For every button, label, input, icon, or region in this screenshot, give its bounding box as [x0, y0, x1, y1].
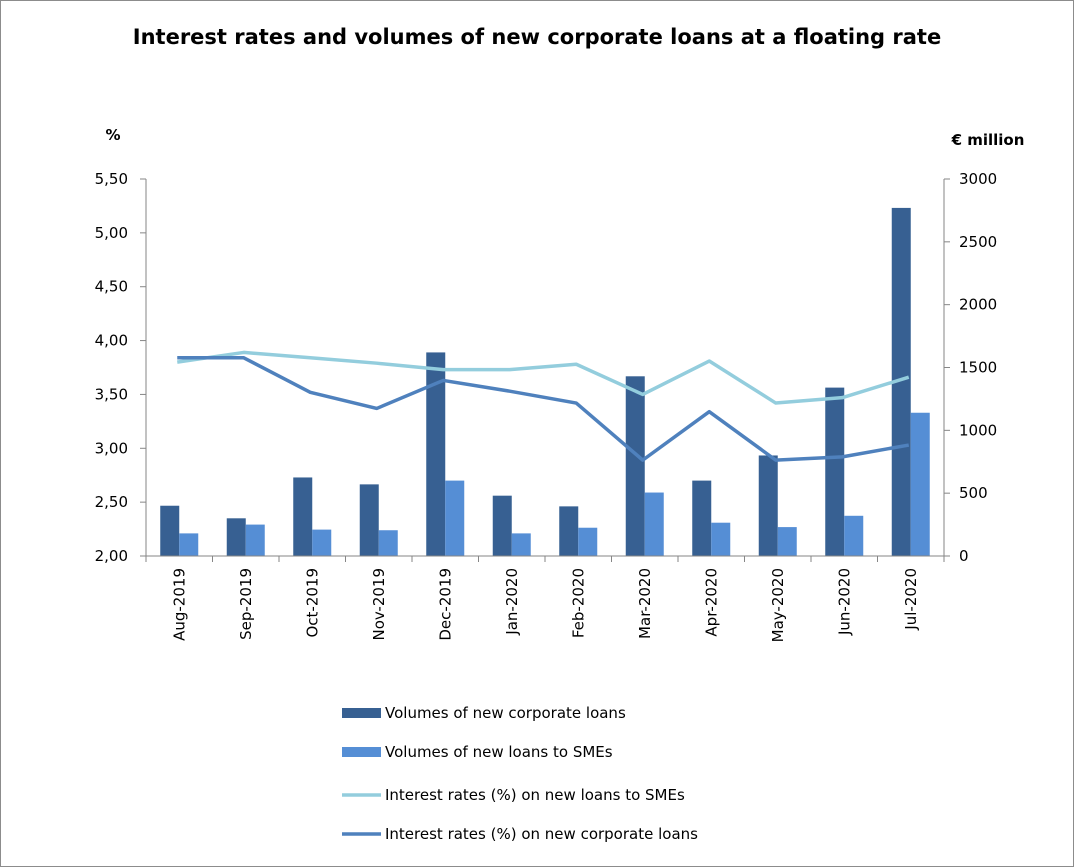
bar-corporate-loans [160, 505, 180, 556]
chart-title: Interest rates and volumes of new corpor… [133, 25, 941, 49]
legend-label: Interest rates (%) on new corporate loan… [385, 825, 698, 843]
bar-corporate-loans [492, 495, 512, 556]
right-axis-tick-label: 1000 [959, 421, 997, 439]
bar-sme-loans [777, 527, 797, 556]
left-axis-tick-label: 2,00 [95, 547, 128, 565]
x-axis-tick-label: Jul-2020 [902, 568, 920, 631]
x-axis-tick-label: Mar-2020 [636, 568, 654, 639]
x-axis-tick-label: Jun-2020 [835, 568, 853, 636]
bar-sme-loans [844, 515, 864, 556]
bar-corporate-loans [293, 477, 313, 556]
x-axis-tick-label: Aug-2019 [170, 568, 188, 641]
x-axis-tick-label: Sep-2019 [237, 568, 255, 640]
x-axis-tick-labels: Aug-2019 Sep-2019 Oct-2019 Nov-2019 Dec-2019… [170, 568, 920, 642]
left-axis-tick-label: 5,50 [95, 170, 128, 188]
bar-corporate-loans [625, 376, 645, 556]
bar-sme-loans [578, 527, 598, 556]
legend-label: Volumes of new loans to SMEs [385, 743, 613, 761]
bar-corporate-loans [426, 352, 446, 556]
legend-swatch-bar [342, 708, 381, 718]
bar-corporate-loans [891, 207, 911, 557]
lines-group [176, 350, 910, 462]
right-axis-tick-label: 1500 [959, 359, 997, 377]
left-axis-unit: % [105, 126, 120, 144]
bar-corporate-loans [692, 480, 712, 556]
bar-corporate-loans [559, 506, 579, 556]
line-sme-rates [176, 350, 910, 405]
legend-label: Volumes of new corporate loans [385, 704, 626, 722]
legend-label: Interest rates (%) on new loans to SMEs [385, 786, 685, 804]
line-corporate-rates [177, 356, 910, 462]
bar-sme-loans [711, 522, 731, 556]
bar-sme-loans [445, 480, 465, 556]
x-axis-tick-label: Feb-2020 [569, 568, 587, 638]
bar-corporate-loans [226, 518, 246, 556]
left-axis-ticks: 2,00 2,50 3,00 3,50 4,00 4,50 5,00 5,50 [95, 170, 128, 565]
x-axis-tick-label: Oct-2019 [303, 568, 321, 638]
right-axis-tick-label: 2500 [959, 233, 997, 251]
bar-corporate-loans [825, 387, 845, 556]
left-axis-tick-label: 2,50 [95, 493, 128, 511]
legend: Volumes of new corporate loans Volumes of… [342, 704, 698, 843]
right-axis-tick-label: 3000 [959, 170, 997, 188]
left-axis-tick-label: 3,50 [95, 385, 128, 403]
bar-corporate-loans [758, 455, 778, 556]
bars-group [160, 207, 930, 557]
axes-group [140, 178, 950, 562]
legend-swatch-bar [342, 747, 381, 757]
bar-corporate-loans [359, 484, 379, 556]
right-axis-tick-label: 0 [959, 547, 969, 565]
bar-sme-loans [910, 412, 930, 556]
bar-sme-loans [511, 533, 531, 556]
x-axis-tick-label: May-2020 [769, 568, 787, 642]
right-axis-ticks: 0 500 1000 1500 2000 2500 3000 [959, 170, 997, 565]
x-axis-tick-label: Jan-2020 [503, 568, 521, 636]
right-axis-unit: € million [951, 131, 1025, 149]
x-axis-tick-label: Dec-2019 [436, 568, 454, 641]
right-axis-tick-label: 2000 [959, 296, 997, 314]
x-axis-tick-label: Nov-2019 [370, 568, 388, 640]
x-axis-tick-label: Apr-2020 [702, 568, 720, 637]
right-axis-tick-label: 500 [959, 484, 988, 502]
bar-sme-loans [245, 524, 265, 556]
left-axis-tick-label: 4,00 [95, 332, 128, 350]
bar-sme-loans [644, 492, 664, 556]
left-axis-tick-label: 5,00 [95, 224, 128, 242]
bar-sme-loans [312, 529, 332, 556]
bar-sme-loans [378, 530, 398, 556]
bar-sme-loans [179, 533, 199, 556]
left-axis-tick-label: 4,50 [95, 278, 128, 296]
left-axis-tick-label: 3,00 [95, 439, 128, 457]
